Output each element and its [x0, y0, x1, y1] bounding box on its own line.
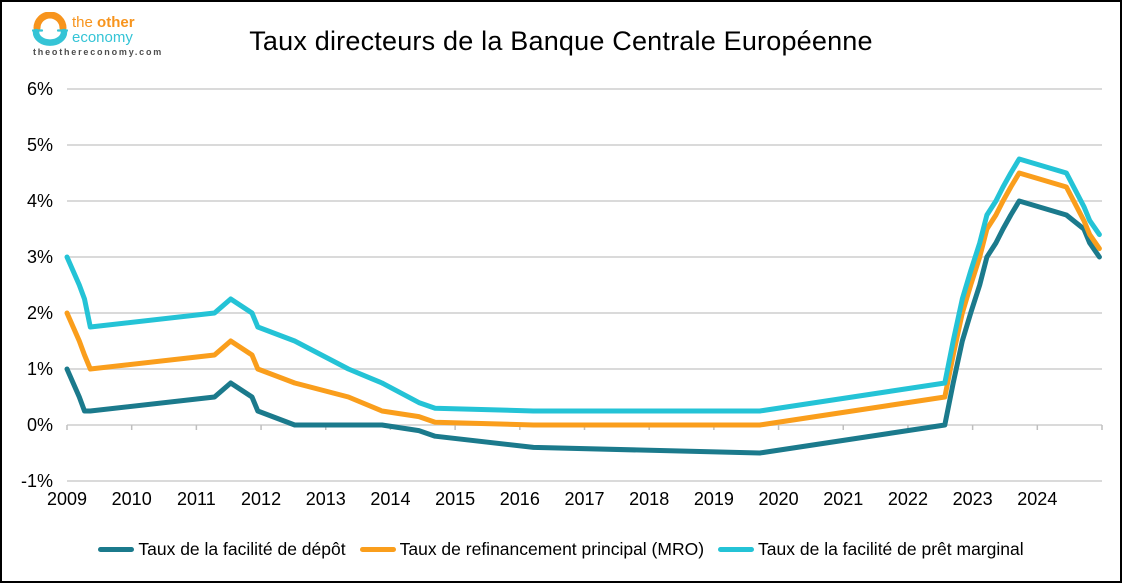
- chart-legend: Taux de la facilité de dépôt Taux de ref…: [2, 539, 1120, 560]
- y-axis-label: 5%: [27, 135, 53, 155]
- x-axis-label: 2011: [177, 489, 216, 509]
- logo-word-economy: economy: [72, 29, 133, 46]
- y-axis-label: 2%: [27, 303, 53, 323]
- legend-swatch-marginal-lending: [718, 547, 755, 552]
- series-line-marginal-lending: [64, 156, 1102, 414]
- logo-word-other: other: [97, 14, 135, 31]
- chart-plot-area: 6% 5% 4% 3% 2% 1% 0% -1%2009 2010 2011 2012 2013 201…: [21, 79, 1103, 509]
- logo-word-the: the: [72, 14, 93, 31]
- x-axis-label: 2020: [759, 489, 799, 509]
- x-axis-label: 2023: [953, 489, 993, 509]
- series-line-mro: [64, 170, 1102, 428]
- legend-item-deposit-facility: Taux de la facilité de dépôt: [98, 539, 346, 560]
- legend-item-mro: Taux de refinancement principal (MRO): [359, 539, 705, 560]
- x-axis-label: 2010: [112, 489, 152, 509]
- x-axis-label: 2022: [888, 489, 928, 509]
- x-axis-label: 2017: [564, 489, 604, 509]
- x-axis-label: 2021: [823, 489, 863, 509]
- legend-swatch-mro: [359, 547, 396, 552]
- logo-icon: [32, 12, 68, 46]
- y-axis-label: 4%: [27, 191, 53, 211]
- y-axis-label: 0%: [27, 415, 53, 435]
- x-axis-label: 2014: [370, 489, 410, 509]
- x-axis-label: 2009: [47, 489, 87, 509]
- logo-wordmark: the other economy: [72, 15, 135, 45]
- logo-website-url: theothereconomy.com: [33, 47, 164, 57]
- x-axis-label: 2013: [306, 489, 346, 509]
- x-axis-label: 2012: [241, 489, 281, 509]
- legend-swatch-deposit-facility: [98, 547, 135, 552]
- chart-title: Taux directeurs de la Banque Centrale Eu…: [249, 26, 873, 56]
- x-axis-label: 2019: [694, 489, 734, 509]
- y-axis-label: -1%: [21, 471, 53, 491]
- x-axis-label: 2024: [1017, 489, 1057, 509]
- y-axis-label: 6%: [27, 79, 53, 99]
- x-axis-label: 2015: [435, 489, 475, 509]
- legend-label-marginal-lending: Taux de la facilité de prêt marginal: [758, 539, 1024, 559]
- y-axis-label: 1%: [27, 359, 53, 379]
- y-axis-label: 3%: [27, 247, 53, 267]
- legend-item-marginal-lending: Taux de la facilité de prêt marginal: [718, 539, 1024, 560]
- logo: the other economy: [32, 12, 135, 46]
- legend-label-deposit-facility: Taux de la facilité de dépôt: [138, 539, 346, 559]
- legend-label-mro: Taux de refinancement principal (MRO): [399, 539, 705, 559]
- x-axis-label: 2018: [629, 489, 669, 509]
- series-line-deposit-facility: [64, 198, 1102, 456]
- x-axis-label: 2016: [500, 489, 540, 509]
